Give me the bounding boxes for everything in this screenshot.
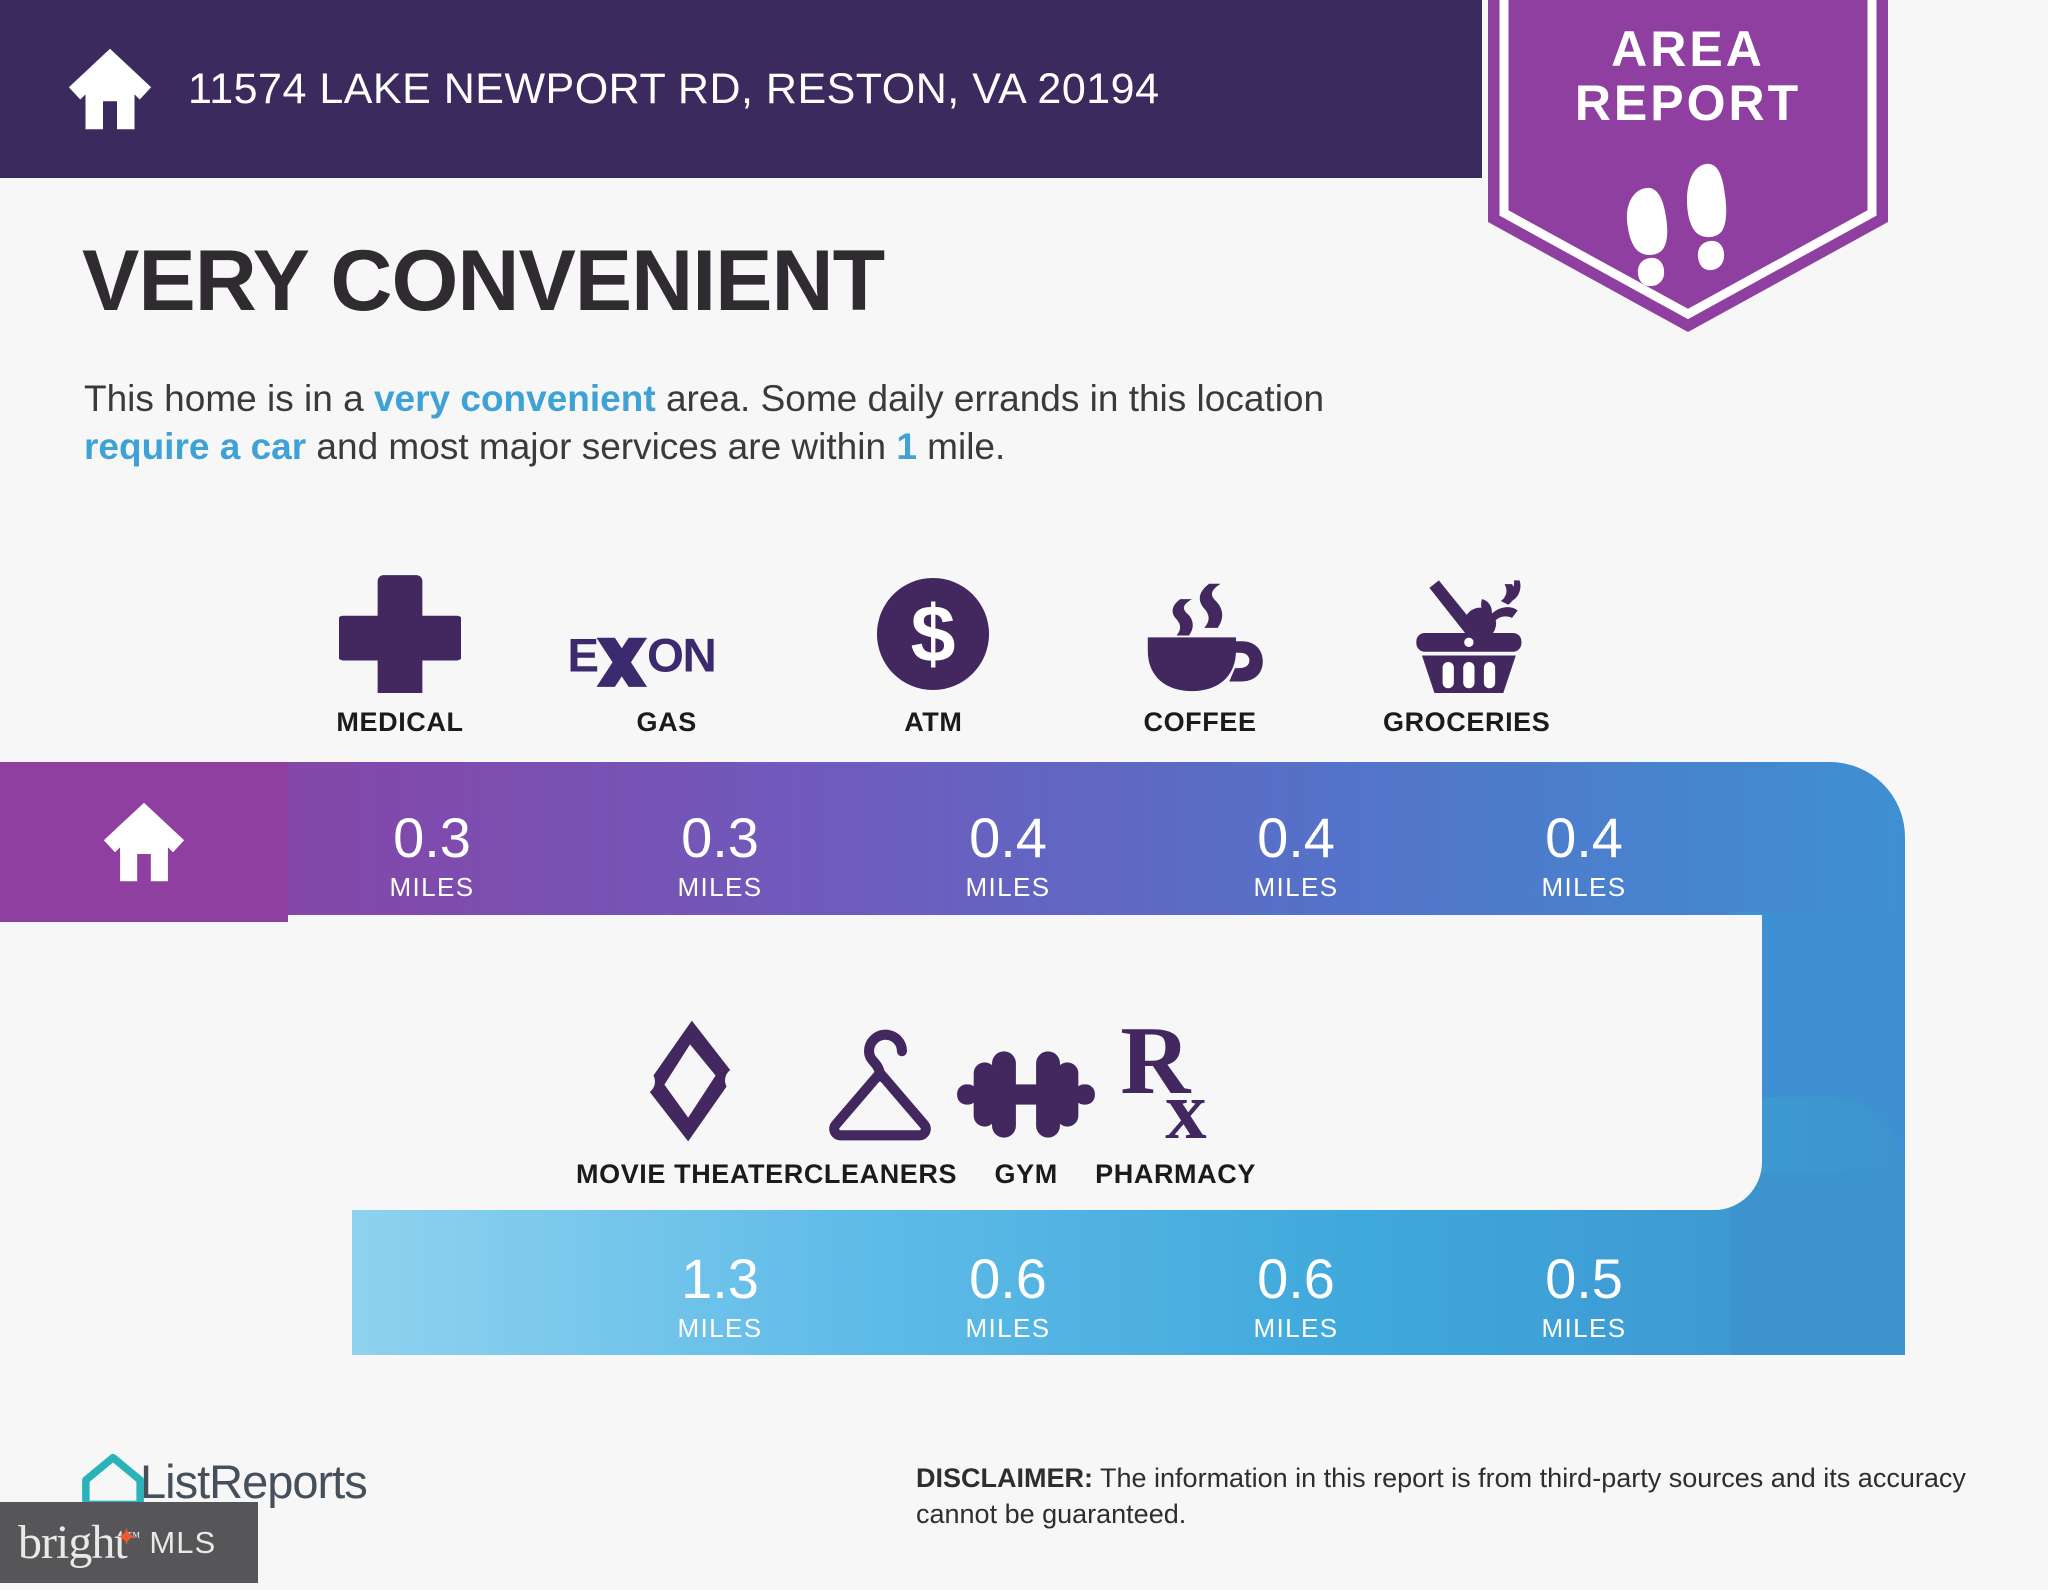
lede-part-4: mile.: [916, 426, 1006, 468]
distance-cleaners: 0.6 MILES: [864, 1251, 1152, 1344]
distance-unit: MILES: [1253, 872, 1339, 902]
lede-highlight-3: 1: [896, 426, 917, 468]
distance-unit: MILES: [1541, 1313, 1627, 1343]
distance-values-layer: 0.3 MILES 0.3 MILES 0.4 MILES 0.4 MILES …: [0, 762, 2048, 1362]
dollar-circle-icon: $: [874, 563, 992, 693]
lede-highlight-2: require a car: [84, 426, 307, 468]
distance-value: 0.4: [969, 806, 1047, 869]
home-icon: [66, 47, 154, 131]
svg-text:x: x: [1165, 1064, 1206, 1145]
mls-text: MLS: [149, 1524, 217, 1560]
listreports-wordmark: ListReports: [140, 1454, 368, 1508]
lede-highlight-1: very convenient: [373, 378, 656, 419]
bright-wordmark: bright™ ✦: [18, 1515, 141, 1570]
lede-part-1: This home is in a: [84, 378, 374, 419]
svg-text:ON: ON: [647, 630, 715, 683]
svg-text:R: R: [1122, 1019, 1192, 1115]
row-1-leading-spacer: [0, 548, 267, 738]
coffee-cup-icon: [1138, 563, 1263, 693]
amenity-pharmacy: R x PHARMACY: [1095, 1000, 1256, 1190]
amenity-row-2: MOVIE THEATER CLEANERS GYM: [0, 1000, 1900, 1195]
distance-unit: MILES: [677, 872, 763, 902]
amenity-groceries: GROCERIES: [1333, 548, 1600, 738]
dumbbell-icon: [957, 1015, 1096, 1145]
home-icon: [103, 802, 185, 882]
summary-paragraph: This home is in a very convenient area. …: [84, 375, 1404, 471]
distance-pharmacy: 0.5 MILES: [1440, 1251, 1728, 1344]
movie-ticket-icon: [635, 1015, 745, 1145]
badge-title: AREA REPORT: [1478, 22, 1898, 130]
star-icon: ✦: [115, 1523, 138, 1552]
distance-value: 0.4: [1257, 806, 1335, 869]
area-report-badge: AREA REPORT: [1478, 0, 1898, 337]
lede-part-3: and most major services are within: [306, 426, 897, 468]
distance-medical: 0.3 MILES: [288, 810, 576, 903]
amenity-gas: E ON GAS: [533, 548, 800, 738]
distance-coffee: 0.4 MILES: [1152, 810, 1440, 903]
bright-mls-watermark: bright™ ✦ MLS: [0, 1502, 258, 1583]
distance-unit: MILES: [677, 1313, 763, 1343]
amenity-movie-theater: MOVIE THEATER: [576, 1000, 804, 1190]
distance-unit: MILES: [965, 872, 1051, 902]
amenity-label: PHARMACY: [1095, 1159, 1256, 1189]
disclaimer-body: The information in this report is from t…: [916, 1463, 1966, 1529]
distance-value: 0.6: [969, 1247, 1047, 1310]
grocery-basket-icon: [1401, 563, 1533, 693]
distance-unit: MILES: [1541, 872, 1627, 902]
amenity-coffee: COFFEE: [1067, 548, 1334, 738]
clothes-hanger-icon: [816, 1015, 944, 1145]
medical-cross-icon: [339, 563, 461, 693]
prescription-rx-icon: R x: [1122, 1015, 1230, 1145]
distance-value: 0.3: [681, 806, 759, 869]
distance-unit: MILES: [965, 1313, 1051, 1343]
distance-value: 1.3: [681, 1247, 759, 1310]
distance-gym: 0.6 MILES: [1152, 1251, 1440, 1344]
exxon-logo-icon: E ON: [567, 563, 767, 693]
badge-line-2: REPORT: [1574, 75, 1802, 131]
distance-gas: 0.3 MILES: [576, 810, 864, 903]
amenity-gym: GYM: [957, 1000, 1096, 1190]
distance-value: 0.3: [393, 806, 471, 869]
disclaimer-text: DISCLAIMER: The information in this repo…: [916, 1461, 1986, 1532]
amenity-label: CLEANERS: [803, 1159, 958, 1189]
distance-unit: MILES: [389, 872, 475, 902]
amenity-label: GAS: [636, 707, 697, 737]
lede-part-2: area. Some daily errands in this locatio…: [655, 378, 1325, 419]
svg-text:$: $: [911, 590, 956, 680]
distance-movie-theater: 1.3 MILES: [576, 1251, 864, 1344]
disclaimer-label: DISCLAIMER:: [916, 1463, 1093, 1493]
page-title: VERY CONVENIENT: [82, 233, 885, 329]
bright-text: bright: [18, 1516, 128, 1569]
trademark-symbol: ™: [126, 1530, 141, 1545]
distance-value: 0.5: [1545, 1247, 1623, 1310]
listreports-logo: ListReports: [80, 1452, 368, 1510]
header-bar: 11574 LAKE NEWPORT RD, RESTON, VA 20194: [0, 0, 1482, 178]
badge-line-1: AREA: [1611, 21, 1765, 77]
distance-value: 0.4: [1545, 806, 1623, 869]
amenity-label: GYM: [994, 1159, 1058, 1189]
distance-unit: MILES: [1253, 1313, 1339, 1343]
footprints-icon: [1626, 163, 1727, 287]
distance-value: 0.6: [1257, 1247, 1335, 1310]
property-address: 11574 LAKE NEWPORT RD, RESTON, VA 20194: [188, 64, 1160, 113]
amenity-label: MEDICAL: [336, 707, 464, 737]
amenity-label: ATM: [904, 707, 963, 737]
amenity-atm: $ ATM: [800, 548, 1067, 738]
amenity-medical: MEDICAL: [267, 548, 534, 738]
home-marker-tile: [0, 762, 288, 922]
amenity-cleaners: CLEANERS: [804, 1000, 957, 1190]
snake-notch-bottom: [352, 1355, 2048, 1590]
amenity-label: COFFEE: [1143, 707, 1257, 737]
amenity-row-1: MEDICAL E ON GAS $ ATM: [0, 548, 1600, 738]
distance-groceries: 0.4 MILES: [1440, 810, 1728, 903]
amenity-label: MOVIE THEATER: [576, 1159, 804, 1189]
svg-text:E: E: [567, 630, 597, 683]
distance-atm: 0.4 MILES: [864, 810, 1152, 903]
house-outline-icon: [82, 1453, 144, 1509]
amenity-label: GROCERIES: [1382, 707, 1551, 737]
